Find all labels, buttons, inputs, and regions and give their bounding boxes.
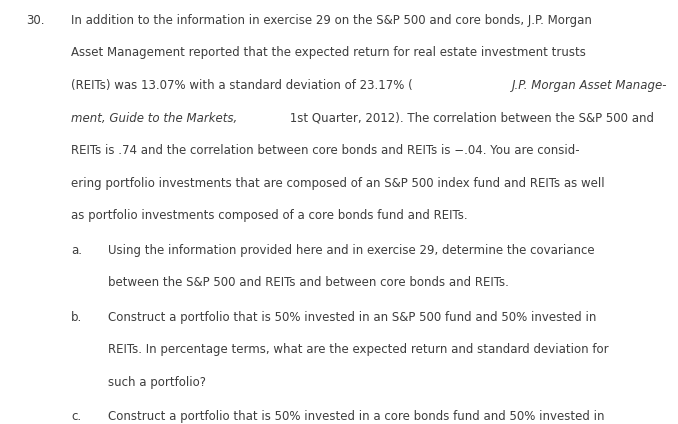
Text: as portfolio investments composed of a core bonds fund and REITs.: as portfolio investments composed of a c… <box>71 209 468 223</box>
Text: Construct a portfolio that is 50% invested in an S&P 500 fund and 50% invested i: Construct a portfolio that is 50% invest… <box>108 311 597 324</box>
Text: ering portfolio investments that are composed of an S&P 500 index fund and REITs: ering portfolio investments that are com… <box>71 177 605 190</box>
Text: b.: b. <box>71 311 83 324</box>
Text: Construct a portfolio that is 50% invested in a core bonds fund and 50% invested: Construct a portfolio that is 50% invest… <box>108 410 605 424</box>
Text: Asset Management reported that the expected return for real estate investment tr: Asset Management reported that the expec… <box>71 46 586 59</box>
Text: In addition to the information in exercise 29 on the S&P 500 and core bonds, J.P: In addition to the information in exerci… <box>71 14 592 27</box>
Text: a.: a. <box>71 244 82 257</box>
Text: Using the information provided here and in exercise 29, determine the covariance: Using the information provided here and … <box>108 244 595 257</box>
Text: 30.: 30. <box>26 14 44 27</box>
Text: such a portfolio?: such a portfolio? <box>108 376 207 389</box>
Text: J.P. Morgan Asset Manage-: J.P. Morgan Asset Manage- <box>512 79 668 92</box>
Text: c.: c. <box>71 410 81 424</box>
Text: REITs is .74 and the correlation between core bonds and REITs is −.04. You are c: REITs is .74 and the correlation between… <box>71 144 580 157</box>
Text: ment, Guide to the Markets,: ment, Guide to the Markets, <box>71 112 237 125</box>
Text: REITs. In percentage terms, what are the expected return and standard deviation : REITs. In percentage terms, what are the… <box>108 343 609 357</box>
Text: 1st Quarter, 2012). The correlation between the S&P 500 and: 1st Quarter, 2012). The correlation betw… <box>285 112 654 125</box>
Text: (REITs) was 13.07% with a standard deviation of 23.17% (: (REITs) was 13.07% with a standard devia… <box>71 79 413 92</box>
Text: between the S&P 500 and REITs and between core bonds and REITs.: between the S&P 500 and REITs and betwee… <box>108 276 509 290</box>
